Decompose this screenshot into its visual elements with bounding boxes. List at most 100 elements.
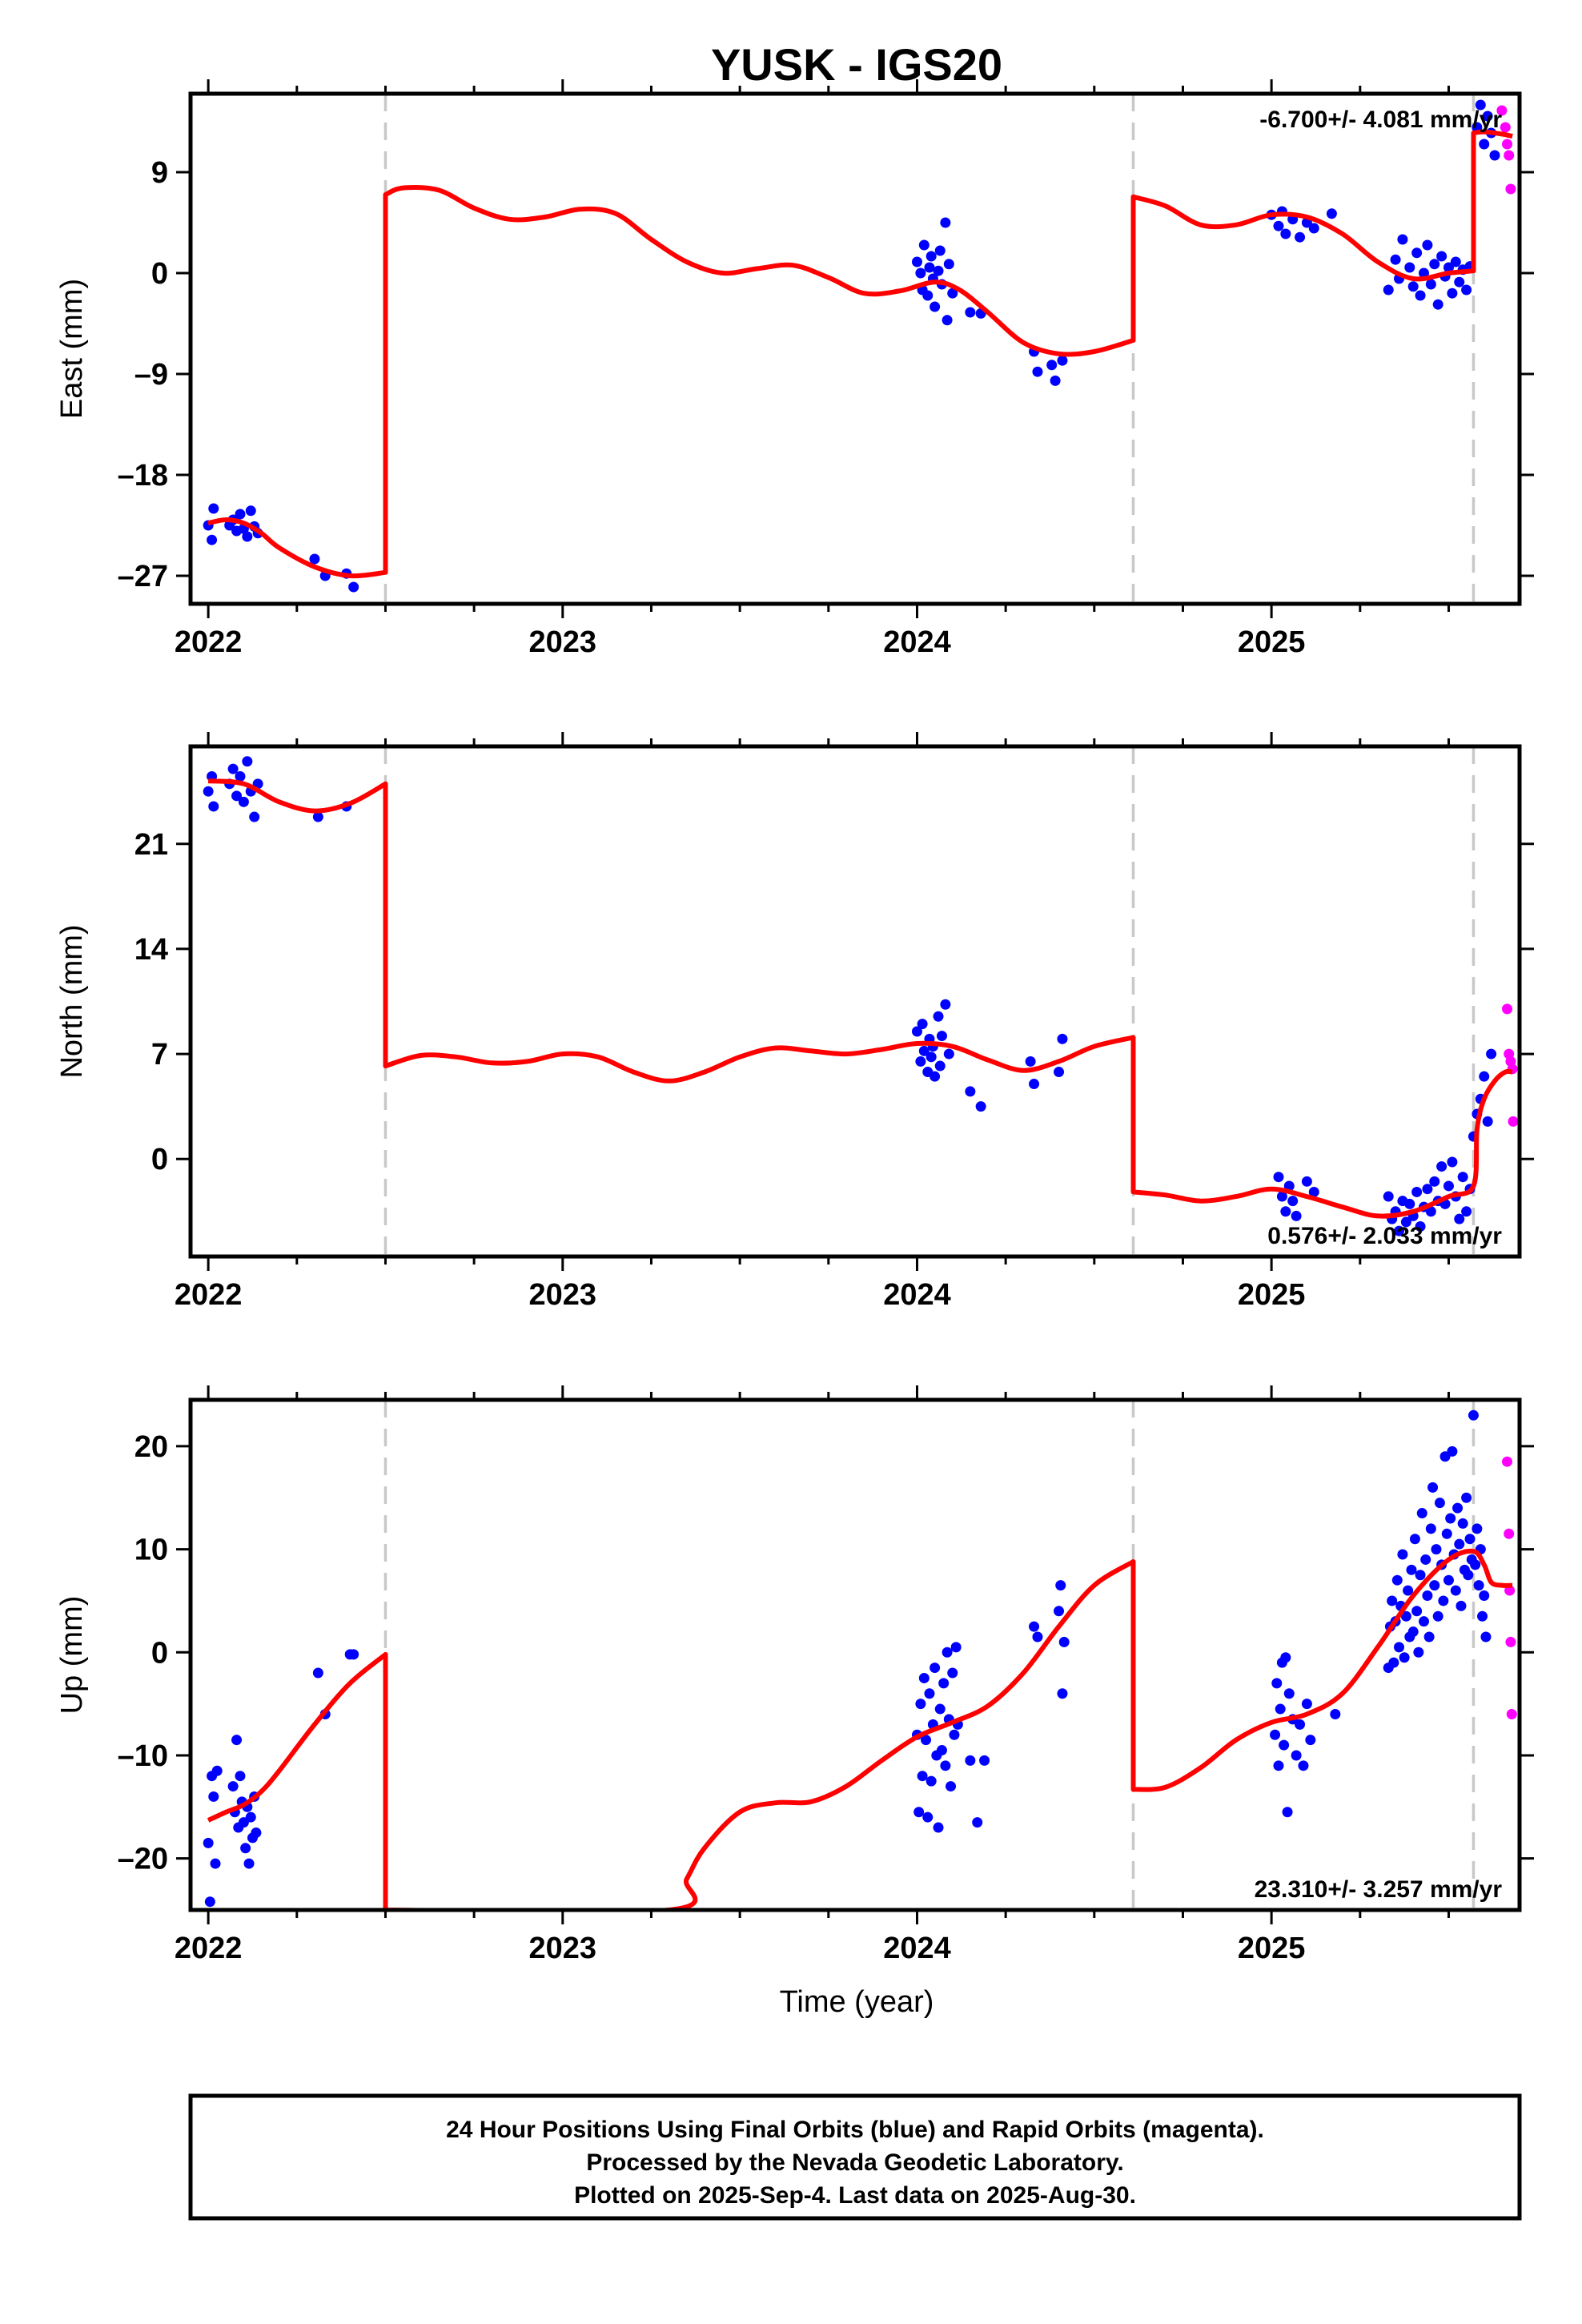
final-orbit-point [207, 534, 218, 545]
final-orbit-point [1282, 1807, 1293, 1818]
final-orbit-point [930, 301, 941, 312]
final-orbit-point [1400, 1216, 1411, 1228]
final-orbit-point [1291, 1750, 1302, 1761]
rapid-orbit-point [1502, 139, 1513, 150]
final-orbit-point [1283, 1688, 1295, 1699]
y-axis-label: East (mm) [55, 279, 89, 419]
final-orbit-point [1418, 1616, 1429, 1627]
final-orbit-point [1411, 1606, 1423, 1617]
rate-annotation: 0.576+/- 2.033 mm/yr [1267, 1223, 1502, 1249]
final-orbit-point [312, 811, 323, 822]
final-orbit-point [933, 1011, 944, 1022]
rapid-orbit-point [1508, 1116, 1519, 1127]
final-orbit-point [1057, 355, 1068, 366]
final-orbit-point [312, 1667, 323, 1679]
rapid-orbit-point [1500, 122, 1511, 133]
y-tick-label: 7 [151, 1038, 168, 1072]
final-orbit-point [1463, 1570, 1474, 1581]
final-orbit-point [972, 1817, 983, 1828]
final-orbit-point [1404, 262, 1415, 273]
y-tick-label: 21 [135, 828, 168, 862]
final-orbit-point [1422, 239, 1433, 251]
final-orbit-point [1387, 1595, 1398, 1606]
x-tick-label: 2022 [175, 1932, 243, 1965]
final-orbit-point [965, 1755, 976, 1766]
model-curve [207, 778, 1513, 1219]
final-orbit-point [1425, 1523, 1436, 1534]
plot-area [203, 1400, 1517, 1910]
y-tick-label: 9 [151, 156, 168, 190]
final-orbit-point [309, 553, 320, 565]
final-orbit-point [1305, 1735, 1316, 1746]
final-orbit-point [965, 307, 976, 318]
y-tick-label: 14 [135, 933, 168, 967]
final-orbit-point [1479, 1590, 1490, 1602]
final-orbit-point [1399, 1652, 1410, 1663]
final-orbit-point [1057, 1688, 1068, 1699]
y-tick-label: 20 [135, 1430, 168, 1464]
final-orbit-point [942, 1647, 953, 1658]
final-orbit-point [930, 1663, 941, 1674]
final-orbit-point [1308, 1186, 1319, 1197]
final-orbit-point [1457, 1172, 1468, 1183]
model-curve [207, 129, 1513, 579]
final-orbit-point [1447, 287, 1458, 299]
y-tick-label: –18 [118, 459, 168, 493]
final-orbit-point [934, 245, 946, 256]
final-orbit-point [1301, 1176, 1312, 1187]
x-tick-label: 2025 [1238, 1278, 1306, 1312]
final-orbit-point [1029, 1621, 1040, 1632]
y-tick-label: –9 [135, 358, 168, 392]
x-tick-label: 2023 [529, 1278, 597, 1312]
final-orbit-point [1270, 1729, 1281, 1740]
final-orbit-point [918, 1672, 930, 1683]
final-orbit-point [203, 1837, 214, 1848]
final-orbit-point [940, 217, 951, 228]
final-orbit-point [1400, 1610, 1411, 1622]
final-orbit-point [235, 509, 246, 520]
final-orbit-point [921, 1735, 932, 1746]
final-orbit-point [1279, 1739, 1290, 1751]
rapid-orbit-point [1504, 150, 1515, 161]
final-orbit-point [1461, 284, 1472, 296]
final-orbit-point [915, 1055, 926, 1067]
x-tick-label: 2022 [175, 1278, 243, 1312]
final-orbit-point [918, 1045, 930, 1056]
final-orbit-point [1415, 290, 1426, 301]
final-orbit-point [249, 811, 260, 822]
final-orbit-point [1054, 1606, 1065, 1617]
final-orbit-point [915, 267, 926, 279]
final-orbit-point [211, 1765, 223, 1776]
final-orbit-point [917, 1771, 928, 1782]
final-orbit-point [1032, 366, 1043, 377]
rate-annotation: -6.700+/- 4.081 mm/yr [1259, 107, 1502, 133]
final-orbit-point [1436, 1161, 1447, 1172]
final-orbit-point [227, 763, 239, 774]
rapid-orbit-point [1506, 1708, 1517, 1719]
final-orbit-point [911, 256, 922, 267]
final-orbit-point [943, 259, 954, 270]
final-orbit-point [1029, 1079, 1040, 1090]
x-tick-label: 2022 [175, 625, 243, 659]
final-orbit-point [1383, 284, 1394, 296]
final-orbit-point [245, 505, 256, 517]
final-orbit-point [1291, 1210, 1302, 1221]
footer-line-1: 24 Hour Positions Using Final Orbits (bl… [446, 2117, 1264, 2143]
final-orbit-point [1475, 99, 1486, 111]
final-orbit-point [1411, 247, 1423, 259]
final-orbit-point [1050, 375, 1061, 386]
final-orbit-point [1422, 1590, 1433, 1602]
final-orbit-point [965, 1086, 976, 1097]
final-orbit-point [1489, 150, 1500, 161]
final-orbit-point [1457, 1518, 1468, 1529]
final-orbit-point [1411, 1186, 1423, 1197]
final-orbit-point [1452, 1502, 1464, 1514]
final-orbit-point [947, 1667, 958, 1679]
final-orbit-point [1393, 1225, 1404, 1236]
final-orbit-point [1273, 1172, 1284, 1183]
final-orbit-point [1397, 1549, 1408, 1560]
final-orbit-point [1383, 1191, 1394, 1202]
final-orbit-point [1271, 1678, 1283, 1689]
final-orbit-point [975, 1101, 986, 1112]
